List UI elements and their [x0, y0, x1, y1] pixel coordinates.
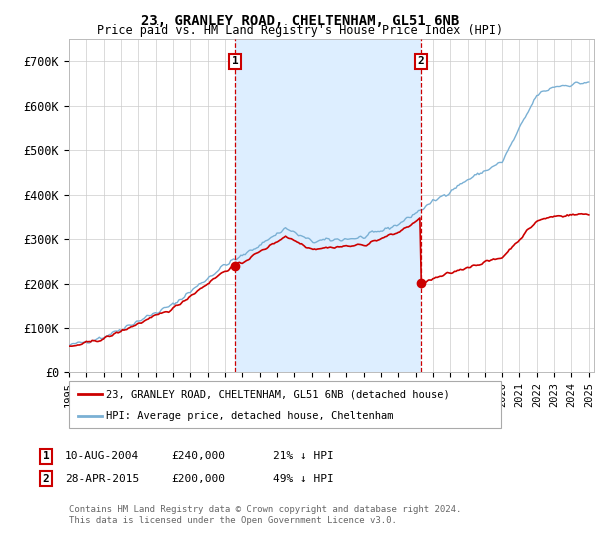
Text: 10-AUG-2004: 10-AUG-2004	[65, 451, 139, 461]
Text: 23, GRANLEY ROAD, CHELTENHAM, GL51 6NB: 23, GRANLEY ROAD, CHELTENHAM, GL51 6NB	[141, 14, 459, 28]
Text: 21% ↓ HPI: 21% ↓ HPI	[273, 451, 334, 461]
Text: 1: 1	[232, 57, 239, 67]
Text: 28-APR-2015: 28-APR-2015	[65, 474, 139, 484]
Text: 2: 2	[43, 474, 50, 484]
Text: Price paid vs. HM Land Registry's House Price Index (HPI): Price paid vs. HM Land Registry's House …	[97, 24, 503, 37]
Text: Contains HM Land Registry data © Crown copyright and database right 2024.
This d: Contains HM Land Registry data © Crown c…	[69, 505, 461, 525]
Text: £240,000: £240,000	[171, 451, 225, 461]
Text: 2: 2	[418, 57, 424, 67]
Text: 1: 1	[43, 451, 50, 461]
Text: 23, GRANLEY ROAD, CHELTENHAM, GL51 6NB (detached house): 23, GRANLEY ROAD, CHELTENHAM, GL51 6NB (…	[106, 389, 450, 399]
Text: HPI: Average price, detached house, Cheltenham: HPI: Average price, detached house, Chel…	[106, 411, 394, 421]
Text: £200,000: £200,000	[171, 474, 225, 484]
Bar	[235, 39, 421, 372]
Text: 49% ↓ HPI: 49% ↓ HPI	[273, 474, 334, 484]
